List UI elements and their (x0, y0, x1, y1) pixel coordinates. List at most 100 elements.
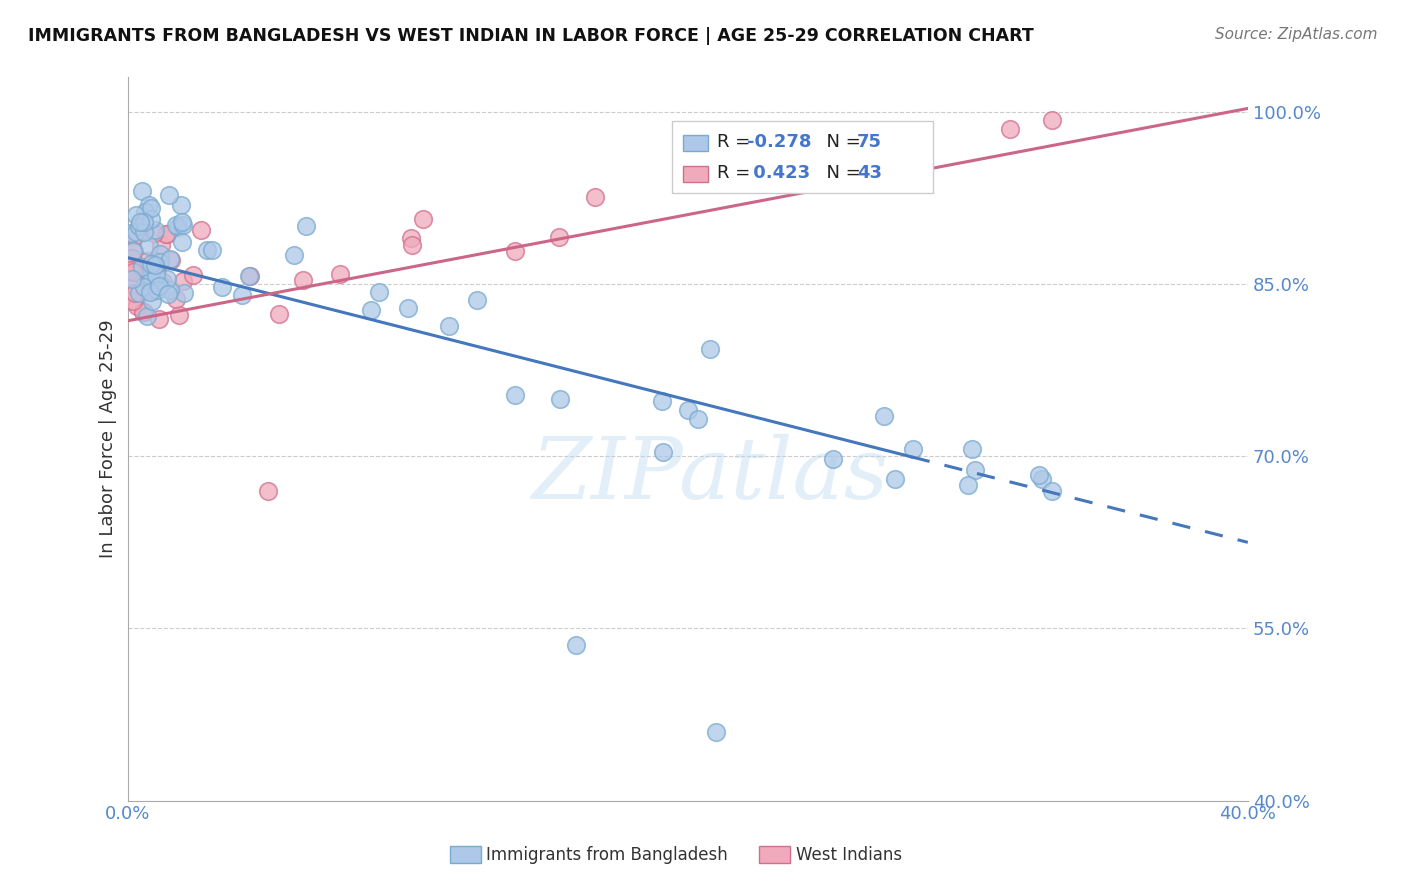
Point (170, 235, 193, 249)
Point (165, 293, 187, 307)
Point (139, 271, 162, 285)
Text: 43: 43 (858, 164, 882, 183)
Point (134, 205, 156, 219)
Point (122, 277, 145, 292)
Point (132, 215, 155, 229)
Point (124, 244, 146, 258)
Point (145, 266, 167, 280)
Point (294, 219, 316, 233)
Point (396, 301, 419, 315)
Point (167, 308, 190, 322)
Point (120, 226, 142, 240)
Point (152, 275, 174, 289)
Point (125, 225, 148, 239)
Point (121, 272, 143, 286)
Point (956, 478, 979, 492)
Text: R =: R = (717, 134, 755, 152)
Point (124, 265, 146, 279)
Point (121, 252, 143, 266)
Point (145, 258, 167, 272)
Point (1040, 112, 1063, 127)
Point (998, 122, 1021, 136)
Point (145, 261, 167, 276)
Point (143, 226, 166, 240)
Point (686, 411, 709, 425)
Point (190, 223, 212, 237)
Point (134, 304, 156, 318)
Point (138, 283, 160, 297)
Point (172, 218, 194, 232)
Point (139, 257, 162, 271)
Point (269, 307, 291, 321)
Point (173, 286, 195, 301)
Point (239, 268, 262, 283)
Point (128, 214, 150, 228)
Point (699, 343, 721, 357)
Point (148, 279, 170, 293)
Point (181, 268, 204, 282)
Point (360, 303, 382, 318)
Point (238, 269, 260, 284)
Point (141, 270, 163, 285)
Point (159, 283, 181, 297)
Point (141, 294, 163, 309)
Point (156, 287, 179, 301)
Point (399, 231, 422, 245)
Point (138, 198, 160, 212)
Point (135, 310, 157, 324)
Point (166, 220, 188, 235)
Point (128, 285, 150, 300)
Y-axis label: In Labor Force | Age 25-29: In Labor Force | Age 25-29 (100, 319, 117, 558)
Text: ZIPatlas: ZIPatlas (531, 434, 889, 516)
Point (292, 273, 315, 287)
Point (138, 239, 160, 253)
Point (651, 394, 673, 409)
Point (131, 184, 153, 198)
Point (170, 198, 193, 212)
Text: West Indians: West Indians (796, 846, 901, 863)
Text: -0.278: -0.278 (748, 134, 811, 152)
Point (149, 237, 172, 252)
Point (565, 638, 588, 652)
Point (503, 244, 526, 258)
Point (148, 311, 170, 326)
Point (156, 272, 179, 286)
Point (149, 255, 172, 269)
Point (122, 262, 145, 277)
Point (901, 442, 924, 457)
Point (156, 227, 179, 241)
Text: IMMIGRANTS FROM BANGLADESH VS WEST INDIAN IN LABOR FORCE | AGE 25-29 CORRELATION: IMMIGRANTS FROM BANGLADESH VS WEST INDIA… (28, 27, 1033, 45)
Point (583, 190, 606, 204)
Point (134, 280, 156, 294)
Point (159, 252, 181, 266)
Point (139, 201, 162, 215)
Point (704, 724, 727, 739)
Point (437, 318, 460, 333)
Text: N =: N = (815, 134, 866, 152)
Point (149, 247, 172, 261)
Point (465, 293, 488, 308)
Point (145, 268, 167, 282)
Point (1028, 467, 1050, 482)
Point (165, 218, 187, 232)
Point (256, 483, 278, 498)
Point (150, 278, 173, 293)
Text: 75: 75 (858, 134, 882, 152)
Text: N =: N = (815, 164, 866, 183)
Point (160, 253, 183, 268)
Text: R =: R = (717, 164, 755, 183)
Point (141, 212, 163, 227)
Point (170, 215, 193, 229)
Point (1031, 472, 1053, 486)
Point (823, 451, 845, 466)
Point (139, 285, 162, 299)
Point (132, 304, 155, 318)
Point (503, 388, 526, 402)
Point (548, 230, 571, 244)
Point (678, 402, 700, 417)
Point (127, 299, 149, 313)
Point (128, 219, 150, 233)
Point (401, 237, 423, 252)
Point (132, 225, 155, 239)
Point (131, 260, 153, 274)
